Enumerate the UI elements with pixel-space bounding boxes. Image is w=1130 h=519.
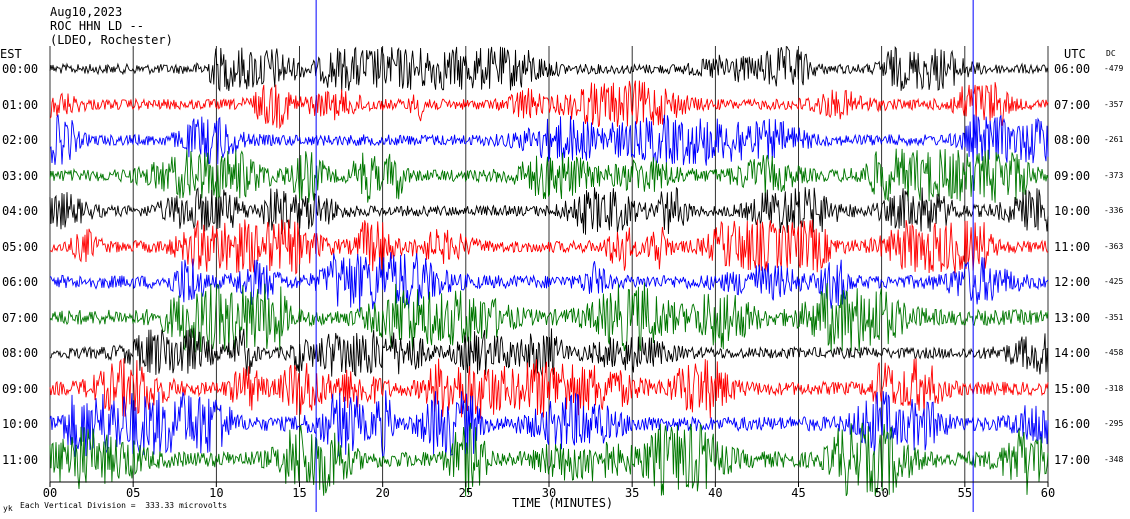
header-date: Aug10,2023 bbox=[50, 5, 123, 19]
est-hour-label: 04:00 bbox=[2, 204, 39, 218]
x-tick-label: 35 bbox=[625, 486, 639, 500]
x-tick-label: 10 bbox=[209, 486, 223, 500]
x-tick-label: 40 bbox=[708, 486, 722, 500]
corner-mark: yk bbox=[3, 504, 13, 513]
trace-row bbox=[49, 219, 1049, 275]
utc-hour-label: 11:00 bbox=[1054, 239, 1091, 254]
est-hour-label: 03:00 bbox=[2, 168, 39, 183]
dc-offset-label: -479 bbox=[1104, 64, 1124, 73]
dc-offset-label: -458 bbox=[1104, 348, 1124, 357]
trace-row bbox=[49, 148, 1049, 203]
utc-hour-label: 16:00 bbox=[1054, 417, 1091, 431]
dc-offset-label: -357 bbox=[1104, 99, 1124, 109]
x-tick-label: 00 bbox=[43, 486, 57, 500]
x-tick-label: 05 bbox=[126, 486, 140, 500]
trace-row bbox=[49, 252, 1049, 312]
dc-offset-label: -295 bbox=[1104, 419, 1124, 428]
trace-row bbox=[49, 390, 1049, 459]
x-axis-ticks: 00 05 10 15 20 25 30 35 40 45 50 55 60 bbox=[43, 482, 1055, 500]
trace-row bbox=[49, 186, 1049, 235]
est-hour-label: 07:00 bbox=[2, 310, 39, 325]
utc-hour-label: 12:00 bbox=[1054, 275, 1091, 289]
right-axis-label: UTC bbox=[1064, 47, 1086, 61]
dc-label: DC bbox=[1106, 49, 1116, 58]
est-hour-label: 05:00 bbox=[2, 239, 39, 254]
header-station: ROC HHN LD -- bbox=[50, 19, 144, 33]
x-tick-label: 45 bbox=[791, 486, 805, 500]
x-axis-label: TIME (MINUTES) bbox=[512, 496, 614, 510]
utc-hour-label: 06:00 bbox=[1054, 62, 1091, 76]
marker-lines bbox=[315, 0, 974, 512]
dc-offset-label: -348 bbox=[1104, 454, 1124, 464]
x-tick-label: 55 bbox=[958, 486, 972, 500]
dc-offset-label: -318 bbox=[1104, 383, 1124, 393]
est-hour-label: 02:00 bbox=[2, 133, 39, 147]
utc-hour-label: 09:00 bbox=[1054, 168, 1091, 183]
x-tick-label: 60 bbox=[1041, 486, 1055, 500]
dc-offset-label: -363 bbox=[1104, 241, 1124, 251]
utc-hour-label: 10:00 bbox=[1054, 204, 1091, 218]
dc-offset-label: -351 bbox=[1104, 312, 1124, 322]
est-hour-label: 11:00 bbox=[2, 452, 39, 467]
utc-hour-label: 07:00 bbox=[1054, 97, 1091, 112]
est-hour-label: 08:00 bbox=[2, 346, 39, 360]
x-tick-label: 20 bbox=[375, 486, 389, 500]
utc-hour-label: 08:00 bbox=[1054, 133, 1091, 147]
utc-hour-label: 17:00 bbox=[1054, 452, 1091, 467]
utc-hour-label: 14:00 bbox=[1054, 346, 1091, 360]
trace-row bbox=[49, 282, 1049, 353]
x-tick-label: 25 bbox=[459, 486, 473, 500]
grid bbox=[49, 46, 1049, 482]
left-axis-label: EST bbox=[0, 47, 22, 61]
trace-row bbox=[49, 114, 1049, 166]
x-tick-label: 50 bbox=[874, 486, 888, 500]
dc-offset-label: -261 bbox=[1104, 135, 1124, 144]
trace-row bbox=[49, 45, 1049, 92]
trace-row bbox=[49, 80, 1049, 130]
vertical-division-note: Each Vertical Division = 333.33 microvol… bbox=[20, 501, 228, 510]
est-hour-label: 00:00 bbox=[2, 62, 39, 76]
trace-row bbox=[49, 328, 1049, 378]
dc-offset-label: -425 bbox=[1104, 277, 1124, 286]
utc-hour-label: 13:00 bbox=[1054, 310, 1091, 325]
dc-offset-label: -336 bbox=[1104, 206, 1124, 215]
x-tick-label: 15 bbox=[292, 486, 306, 500]
utc-hour-label: 15:00 bbox=[1054, 381, 1091, 396]
est-hour-label: 06:00 bbox=[2, 275, 39, 289]
est-hour-label: 01:00 bbox=[2, 97, 39, 112]
trace-row bbox=[49, 358, 1049, 419]
trace-row bbox=[49, 422, 1049, 497]
traces bbox=[49, 45, 1049, 497]
header-network: (LDEO, Rochester) bbox=[50, 33, 173, 47]
dc-offset-label: -373 bbox=[1104, 170, 1124, 180]
est-hour-label: 10:00 bbox=[2, 417, 39, 431]
x-tick-label: 30 bbox=[542, 486, 556, 500]
est-hour-label: 09:00 bbox=[2, 381, 39, 396]
